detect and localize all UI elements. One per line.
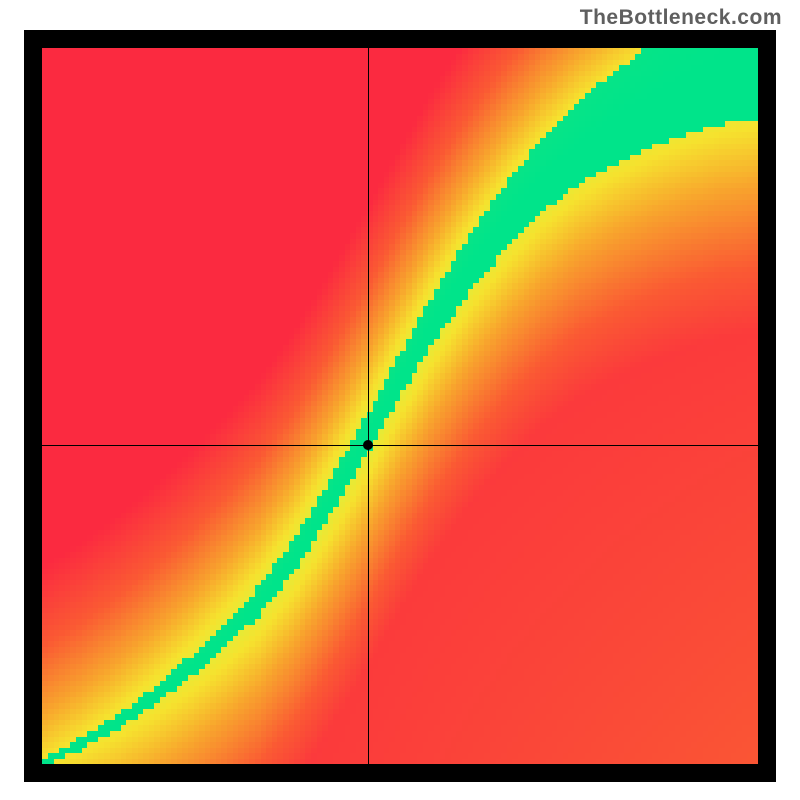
chart-frame [24,30,776,782]
data-point-marker [363,440,373,450]
watermark-text: TheBottleneck.com [580,6,782,30]
crosshair-vertical [368,48,369,764]
container: TheBottleneck.com [0,0,800,800]
plot-area [42,48,758,764]
heatmap-canvas [42,48,758,764]
crosshair-horizontal [42,445,758,446]
